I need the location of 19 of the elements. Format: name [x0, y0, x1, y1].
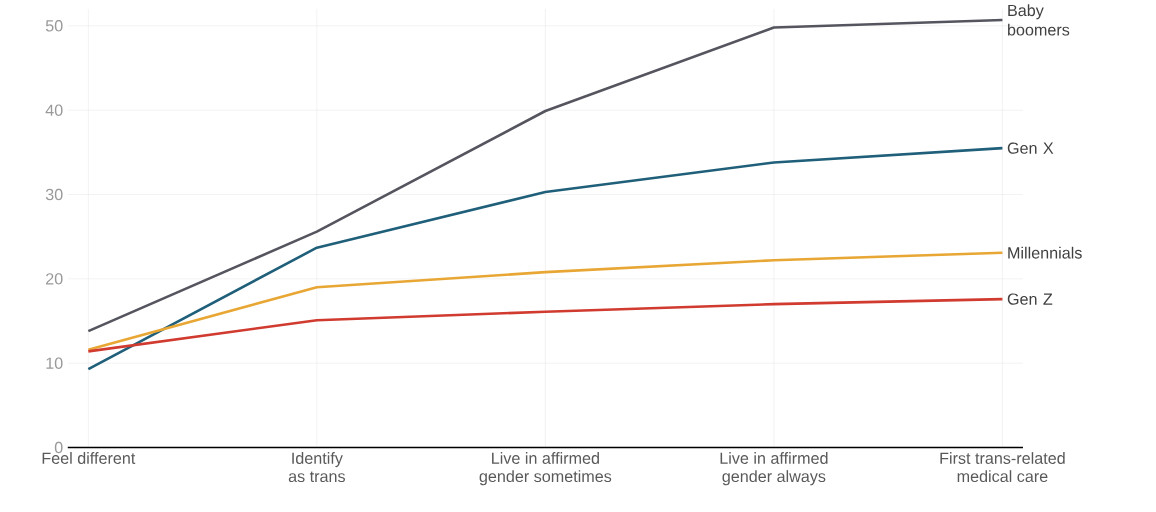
y-tick-label: 50	[45, 20, 63, 32]
x-tick-label: Feel different	[42, 452, 136, 465]
line-series	[87, 298, 1004, 353]
line-series	[87, 251, 1004, 352]
line-series	[87, 18, 1004, 333]
series-label: Gen X	[1007, 142, 1054, 155]
series-label: Millennials	[1008, 247, 1082, 259]
series-label: Baby boomers	[1008, 4, 1070, 36]
y-tick-label: 0	[54, 442, 63, 454]
x-tick-label: Live in affirmed gender sometimes	[479, 452, 612, 486]
y-tick-label: 10	[46, 357, 63, 370]
x-tick-label: First trans-related medical care	[940, 452, 1065, 483]
line-series	[87, 147, 1004, 371]
y-tick-label: 20	[46, 273, 63, 285]
x-tick-label: Identify as trans	[288, 452, 345, 483]
y-tick-label: 30	[45, 189, 63, 201]
y-tick-label: 40	[45, 104, 63, 117]
series-label: Gen Z	[1007, 293, 1053, 306]
x-tick-label: Live in affirmed gender always	[720, 452, 828, 486]
